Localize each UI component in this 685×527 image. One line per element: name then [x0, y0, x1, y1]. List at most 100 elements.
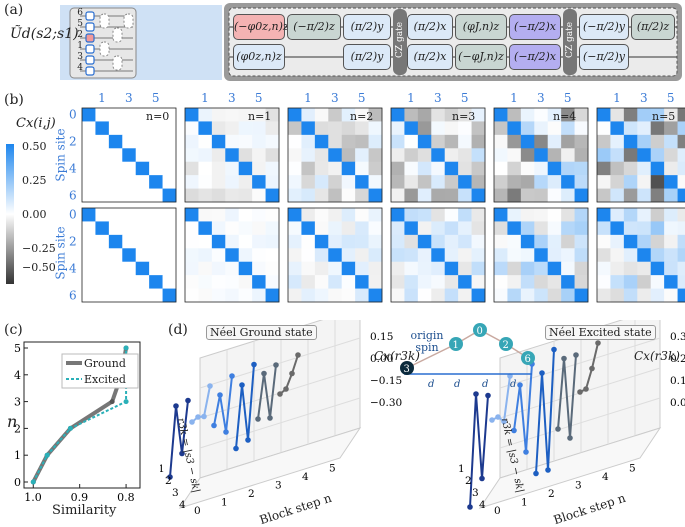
heatmap-cell — [238, 275, 253, 289]
heatmap-frame — [596, 207, 685, 303]
heatmap-cell — [547, 208, 562, 222]
heatmap-cell — [561, 108, 575, 122]
series-point — [533, 470, 539, 477]
heatmap-cell — [238, 108, 253, 122]
heatmap-cell — [664, 288, 678, 303]
heatmap-cell — [597, 234, 611, 249]
heatmap-cell — [122, 161, 137, 176]
gate: (φJ,n)z — [455, 14, 507, 40]
heatmap-cell — [494, 221, 508, 236]
heatmap-cell — [355, 275, 369, 289]
spin-node — [521, 351, 535, 365]
heatmap-cell — [561, 288, 575, 303]
heatmap-cell — [288, 108, 302, 122]
heatmap-cell — [162, 148, 177, 163]
series-point — [467, 504, 473, 510]
heatmap-cell — [610, 275, 625, 289]
heatmap-cell — [252, 288, 266, 303]
heatmap-cell — [301, 221, 316, 236]
heatmap-cell — [534, 275, 549, 289]
gate: (−π/2)x — [509, 14, 561, 40]
panel-d-label: (d) — [168, 322, 188, 338]
heatmap-cell — [561, 248, 575, 263]
heatmap-cell — [623, 108, 638, 122]
heatmap-cell — [494, 288, 508, 303]
heatmap-cell — [328, 188, 343, 203]
heatmap-cell — [391, 188, 405, 203]
series-point — [577, 389, 583, 395]
qubit-label: 3 — [77, 52, 83, 62]
heatmap-cell — [265, 148, 280, 163]
heatmap-cell — [225, 234, 240, 249]
heatmap-cell — [404, 121, 419, 136]
colorbar-ticks: 0.50 0.25 0.00 −0.25 −0.50 — [22, 138, 56, 276]
heatmap-cell — [149, 175, 163, 189]
heatmap-cell — [597, 175, 611, 189]
qubit-label: 2 — [77, 30, 83, 40]
heatmap-cell — [610, 261, 625, 276]
heatmap-cell — [368, 261, 383, 276]
colorbar-tick: −0.50 — [22, 261, 56, 274]
heatmap-cell — [108, 134, 123, 149]
heatmap-cell — [108, 175, 123, 189]
heatmap-cell — [610, 188, 625, 203]
heatmap-cell — [597, 248, 611, 263]
distance-label: d — [454, 379, 460, 390]
heatmap-cell — [417, 208, 432, 222]
heatmap-cell — [185, 148, 199, 163]
heatmap-cell — [610, 221, 625, 236]
series-point — [179, 450, 185, 457]
heatmap-cell — [444, 221, 459, 236]
heatmap-cell — [520, 134, 535, 149]
heatmap-cell — [650, 148, 665, 163]
row-tick-label: 6 — [69, 188, 77, 202]
heatmap-cell — [444, 288, 459, 303]
heatmap-cell — [355, 261, 369, 276]
heatmap-cell — [547, 248, 562, 263]
heatmap-cell — [108, 234, 123, 249]
heatmap-cell — [677, 148, 685, 163]
heatmap-cell — [597, 261, 611, 276]
heatmap-cell — [458, 108, 472, 122]
heatmap-cell — [404, 175, 419, 189]
heatmap-cell — [650, 108, 665, 122]
gate: (−π/2)z — [287, 14, 341, 40]
heatmap-cell — [162, 134, 177, 149]
heatmap-cell — [444, 188, 459, 203]
heatmap-cell — [301, 148, 316, 163]
qubit-labels: 6 5 2 1 3 4 — [71, 8, 83, 74]
heatmap-cell — [252, 108, 266, 122]
series-point — [211, 422, 217, 429]
spin-node — [400, 361, 414, 375]
series-point — [30, 479, 36, 485]
heatmap-cell — [637, 261, 652, 276]
col-tick-label: 1 — [407, 91, 415, 105]
heatmap-cell — [355, 221, 369, 236]
heatmap-cell — [341, 148, 356, 163]
z-tick-label: 0.1 — [670, 375, 685, 387]
heatmap-cell — [185, 175, 199, 189]
series-line — [513, 363, 533, 453]
series-point — [44, 452, 50, 458]
heatmap-cell — [623, 148, 638, 163]
heatmap-cell — [198, 208, 213, 222]
heatmap-cell — [211, 248, 226, 263]
heatmap-cell — [314, 121, 329, 136]
gate: (π/2)x — [407, 44, 453, 70]
z-tick-label: −0.15 — [370, 375, 402, 387]
qubit-label: 5 — [77, 19, 83, 29]
heatmap-cell — [458, 248, 472, 263]
heatmap-cell — [211, 108, 226, 122]
heatmap-cell — [664, 121, 678, 136]
heatmap-cell — [637, 121, 652, 136]
heatmap-cell — [520, 248, 535, 263]
heatmap-cell — [211, 221, 226, 236]
heatmap-cell — [610, 175, 625, 189]
heatmap-cell — [122, 108, 137, 122]
row-tick-label: 2 — [69, 135, 77, 149]
heatmap-cell — [185, 121, 199, 136]
heatmap-cell — [431, 175, 446, 189]
spin-node-label: 6 — [525, 354, 531, 365]
heatmap-cell — [95, 248, 110, 263]
